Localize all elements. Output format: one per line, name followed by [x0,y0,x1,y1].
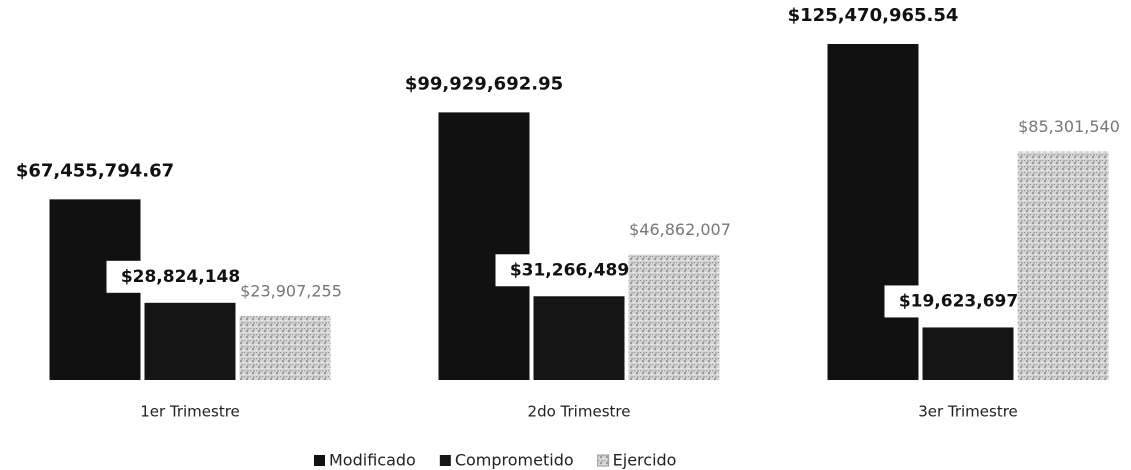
bar [628,254,720,380]
value-label: $23,907,255 [240,281,342,300]
value-label: $67,455,794.67 [16,160,174,181]
value-label: $31,266,489 [510,260,629,280]
legend-swatch [314,455,325,466]
legend-label: Ejercido [613,451,677,470]
legend-label: Comprometido [455,451,574,470]
legend-label: Modificado [329,451,416,470]
label-box [495,254,644,287]
bar [438,112,530,380]
label-box [106,260,255,293]
bar [144,302,236,380]
value-label: $28,824,148 [121,267,240,287]
legend-swatch [597,454,610,467]
value-label: $125,470,965.54 [788,5,959,26]
value-label: $46,862,007 [629,220,731,239]
bar [533,296,625,380]
value-label: $99,929,692.95 [405,73,563,94]
value-label: $85,301,540 [1018,117,1120,136]
x-tick-label: 3er Trimestre [918,403,1018,421]
bar [922,327,1014,380]
bar [827,44,919,380]
label-box [884,285,1033,318]
legend-swatch [439,455,451,466]
bar [1017,151,1109,380]
x-tick-label: 2do Trimestre [528,403,631,421]
value-label: $19,623,697 [899,291,1018,311]
x-tick-label: 1er Trimestre [140,403,240,421]
bar [239,315,331,380]
